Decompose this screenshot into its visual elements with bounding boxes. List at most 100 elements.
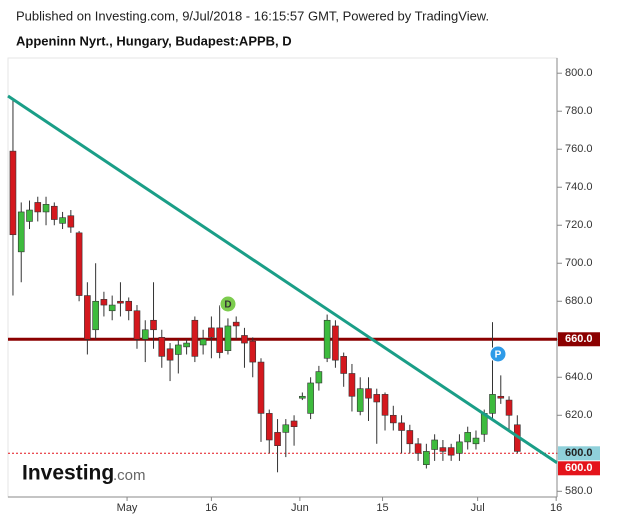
candle	[431, 434, 438, 461]
candle-body	[323, 319, 331, 359]
candle-body	[290, 420, 298, 427]
candle-body	[133, 310, 141, 340]
event-label: D	[224, 300, 231, 311]
candle-body	[315, 371, 323, 384]
y-tick-label: 620.0	[565, 409, 593, 421]
candle	[373, 388, 381, 444]
candle-body	[356, 388, 364, 412]
y-tick-label: 780.0	[565, 105, 593, 117]
candle-body	[307, 382, 314, 414]
event-marker	[219, 295, 237, 313]
candle	[175, 339, 182, 374]
candle-body	[332, 325, 339, 361]
candle	[216, 305, 223, 359]
x-tick-label: 16	[205, 502, 217, 514]
y-tick-label: 740.0	[565, 181, 593, 193]
candle-body	[216, 327, 223, 353]
candle-body	[489, 394, 496, 414]
candle-body	[299, 395, 306, 399]
y-tick-label: 580.0	[565, 485, 593, 497]
candle	[158, 329, 166, 368]
candle-body	[348, 373, 356, 397]
candle	[472, 430, 480, 450]
y-tick-label: 720.0	[565, 219, 593, 231]
candle-body	[166, 348, 174, 361]
candle-body	[100, 299, 108, 306]
candle	[505, 396, 513, 431]
candle	[191, 316, 199, 363]
candle	[307, 377, 314, 420]
candle-body	[241, 335, 248, 344]
price-label-box	[558, 446, 600, 461]
candle-body	[414, 443, 422, 454]
candle-body	[381, 394, 389, 416]
y-tick-label: 800.0	[565, 67, 593, 79]
candle-body	[117, 300, 124, 304]
candle-body	[431, 439, 438, 450]
chart-title: Appeninn Nyrt., Hungary, Budapest:APPB, …	[16, 33, 292, 48]
candle	[232, 316, 240, 340]
x-tick-label: May	[117, 502, 138, 514]
candle	[67, 210, 75, 233]
candle	[51, 202, 58, 226]
candle	[414, 438, 422, 461]
candle-body	[183, 342, 190, 348]
candle	[323, 314, 331, 363]
price-label-box	[558, 332, 600, 347]
candle-body	[9, 150, 17, 236]
y-tick-label: 700.0	[565, 257, 593, 269]
candle	[133, 305, 141, 349]
candle-body	[365, 388, 372, 399]
candle-body	[208, 327, 215, 338]
logo: Investing .com	[22, 462, 146, 485]
candle-body	[398, 422, 405, 431]
candle-body	[447, 447, 455, 456]
candle-body	[17, 211, 25, 253]
trend-line	[7, 94, 558, 465]
x-tick-label: 15	[376, 502, 388, 514]
candle	[92, 263, 99, 340]
candle-body	[439, 447, 447, 452]
candle	[100, 291, 108, 317]
candle-body	[265, 413, 273, 441]
candle-body	[51, 205, 58, 220]
candle	[108, 295, 116, 321]
x-tick-label: 16	[550, 502, 562, 514]
candle	[282, 419, 290, 458]
candle	[34, 196, 42, 222]
candle-body	[340, 356, 347, 374]
candle-body	[150, 319, 157, 331]
candle	[150, 282, 157, 349]
candle-body	[199, 338, 207, 346]
y-tick-label: 760.0	[565, 143, 593, 155]
candle-body	[224, 325, 232, 351]
candle	[439, 439, 447, 461]
candle	[332, 320, 339, 368]
candle	[447, 443, 455, 461]
candle	[464, 426, 472, 450]
y-tick-label: 640.0	[565, 371, 593, 383]
candle	[423, 443, 430, 469]
candle-body	[282, 424, 290, 433]
candle	[257, 358, 265, 442]
candle	[9, 99, 17, 296]
logo-suffix: .com	[113, 467, 146, 484]
candle-body	[84, 295, 91, 340]
candle	[389, 405, 397, 431]
candle	[117, 282, 124, 317]
candle-body	[92, 300, 99, 331]
candle-body	[257, 361, 265, 414]
candle	[381, 392, 389, 431]
published-note: Published on Investing.com, 9/Jul/2018 -…	[16, 8, 489, 23]
candle	[299, 392, 306, 401]
candle	[340, 352, 347, 387]
price-label-box	[558, 461, 600, 476]
candle	[365, 377, 372, 421]
candle-body	[232, 321, 240, 327]
candle	[456, 434, 463, 461]
candle-body	[26, 209, 33, 222]
candle-body	[34, 202, 42, 213]
candle-body	[42, 204, 50, 213]
candle	[166, 343, 174, 382]
candle	[84, 282, 91, 355]
